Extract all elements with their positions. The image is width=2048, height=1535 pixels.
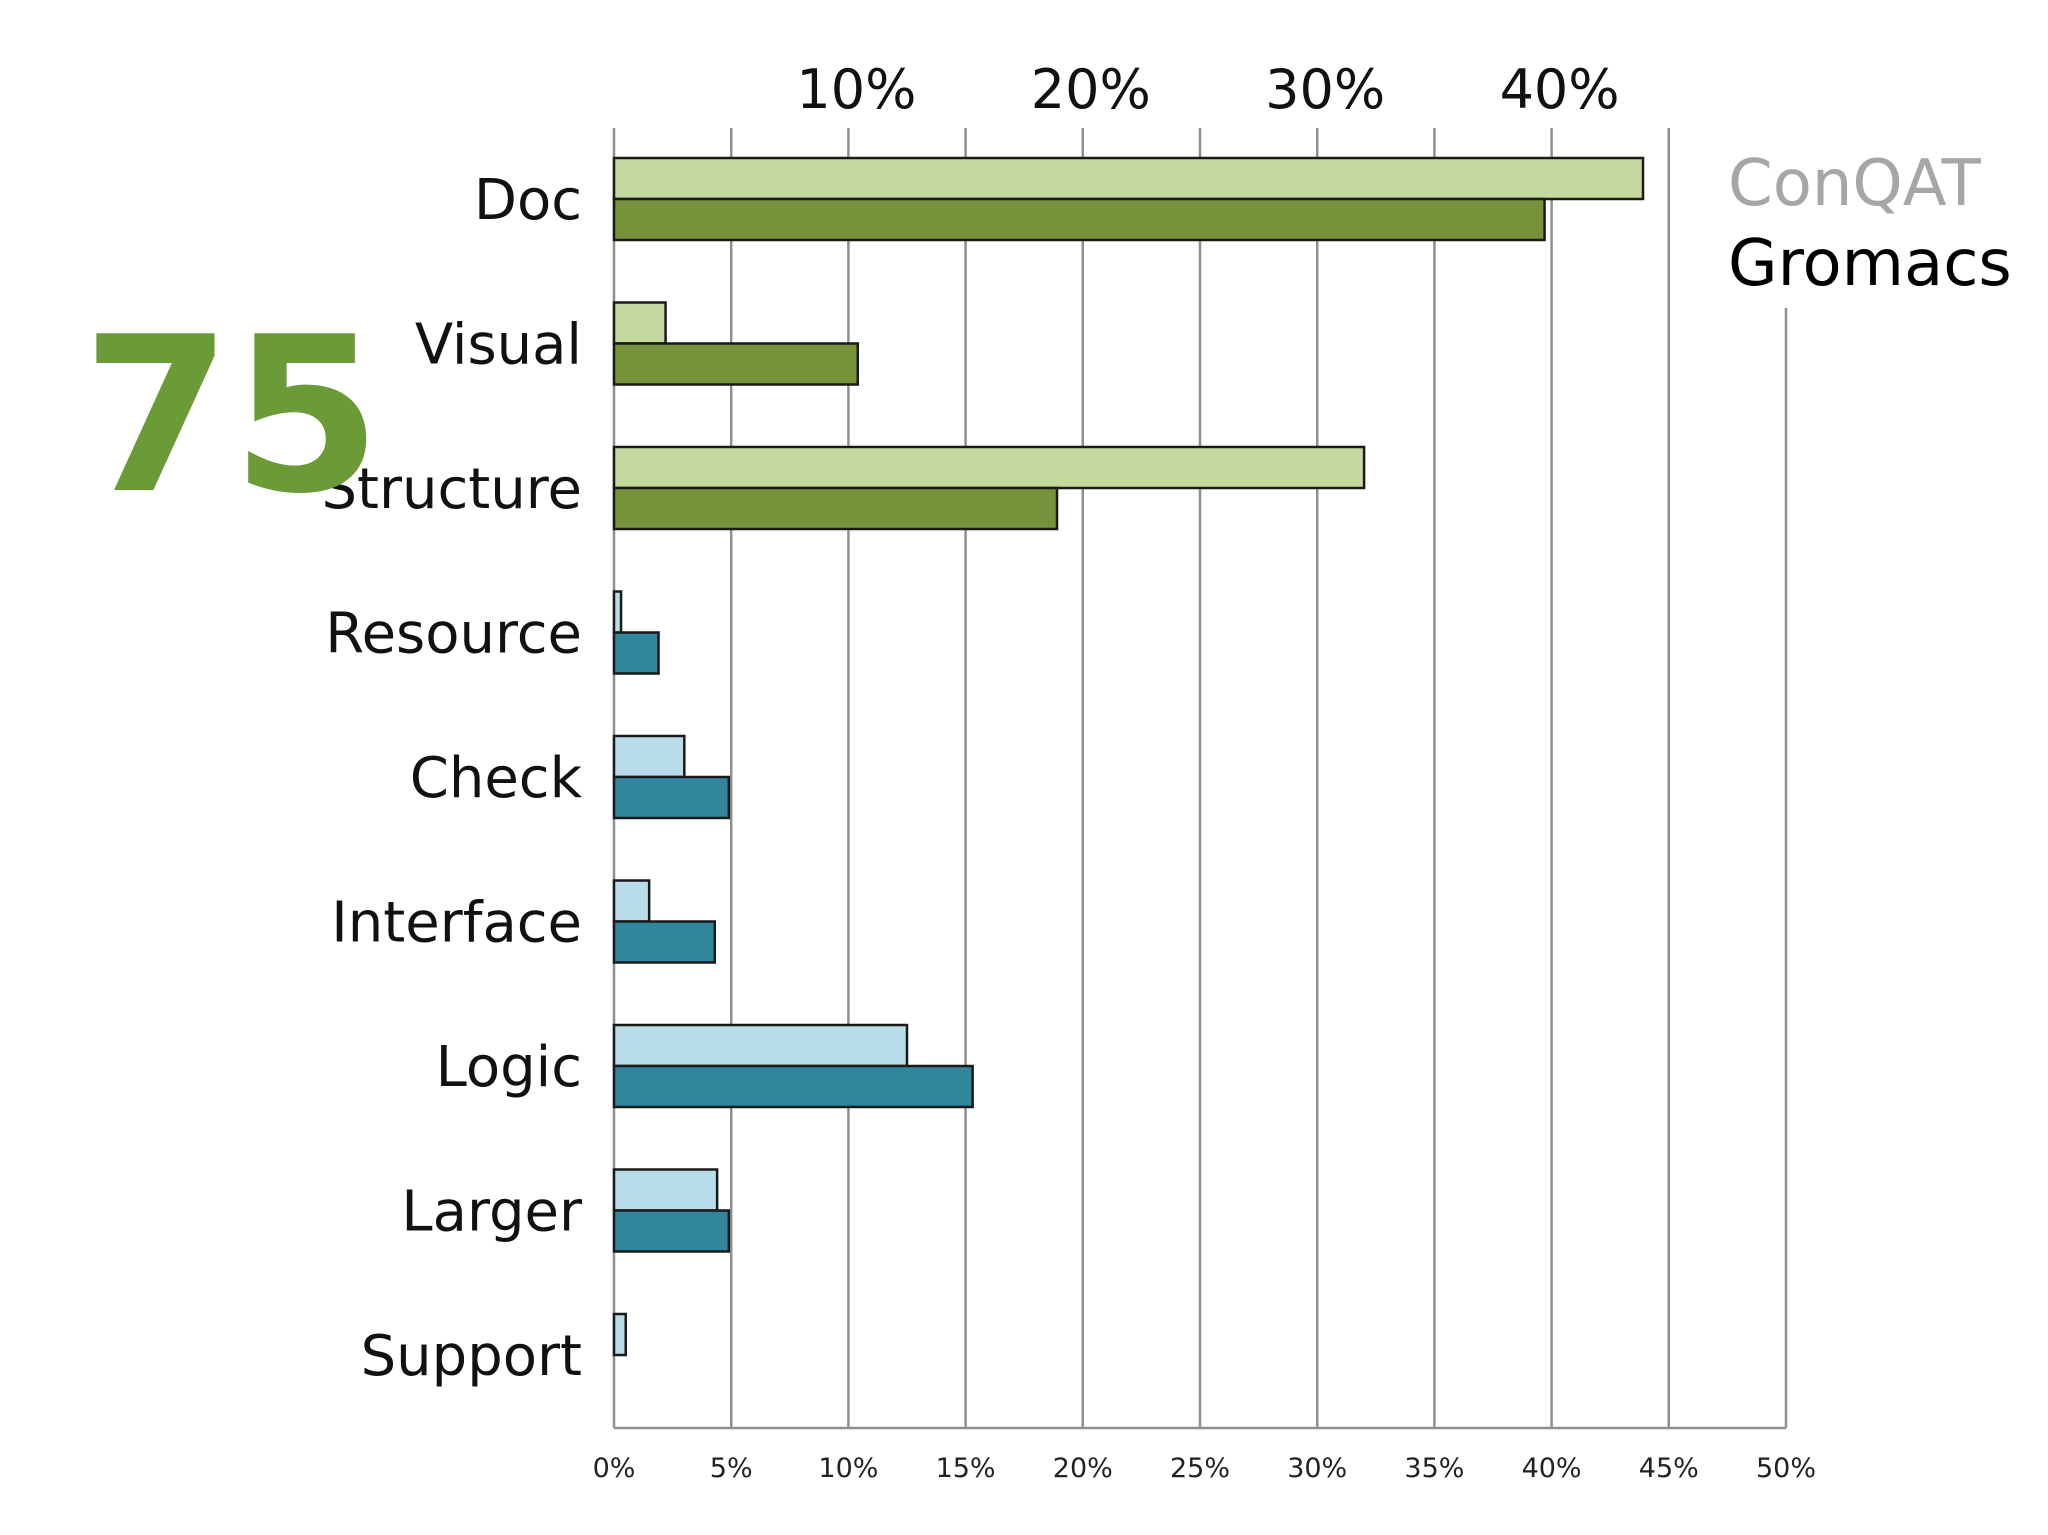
- category-label-visual: Visual: [415, 313, 582, 378]
- top-tick-label: 10%: [796, 58, 916, 121]
- bar-gromacs-interface: [612, 920, 717, 964]
- top-tick-label: 20%: [1031, 58, 1151, 121]
- bar-gromacs-larger: [612, 1209, 731, 1253]
- bottom-tick-label: 5%: [710, 1453, 753, 1484]
- category-label-check: Check: [410, 746, 583, 811]
- bottom-tick-label: 0%: [593, 1453, 636, 1484]
- bottom-tick-label: 50%: [1756, 1453, 1816, 1484]
- category-label-larger: Larger: [401, 1180, 583, 1245]
- big-number-badge: 75: [82, 290, 381, 541]
- category-label-interface: Interface: [331, 891, 582, 956]
- category-label-structure: Structure: [321, 457, 582, 522]
- bar-conqat-larger: [612, 1168, 719, 1212]
- bottom-tick-label: 45%: [1639, 1453, 1699, 1484]
- top-tick-label: 30%: [1265, 58, 1385, 121]
- gridlines: [612, 128, 1788, 1428]
- top-tick-label: 40%: [1500, 58, 1620, 121]
- bar-conqat-resource: [612, 590, 623, 634]
- bars: [612, 156, 1645, 1357]
- bar-gromacs-resource: [612, 631, 660, 675]
- legend-gromacs: Gromacs: [1728, 227, 2012, 301]
- bar-conqat-support: [612, 1312, 627, 1357]
- bar-gromacs-logic: [612, 1064, 974, 1109]
- bottom-tick-label: 15%: [936, 1453, 996, 1484]
- legend-conqat: ConQAT: [1728, 147, 1982, 221]
- bar-gromacs-structure: [612, 486, 1059, 531]
- bottom-tick-label: 20%: [1053, 1453, 1113, 1484]
- bottom-tick-label: 35%: [1404, 1453, 1464, 1484]
- category-label-doc: Doc: [474, 168, 582, 233]
- bar-conqat-logic: [612, 1023, 909, 1068]
- bottom-tick-label: 10%: [818, 1453, 878, 1484]
- bar-conqat-structure: [612, 445, 1366, 490]
- bottom-tick-label: 40%: [1522, 1453, 1582, 1484]
- bar-gromacs-visual: [612, 342, 860, 386]
- category-label-support: Support: [361, 1324, 582, 1389]
- category-label-logic: Logic: [436, 1035, 582, 1100]
- bar-conqat-visual: [612, 301, 667, 345]
- bar-gromacs-check: [612, 775, 731, 820]
- bottom-tick-label: 30%: [1287, 1453, 1347, 1484]
- bottom-tick-label: 25%: [1170, 1453, 1230, 1484]
- category-label-resource: Resource: [325, 602, 582, 667]
- bar-conqat-doc: [612, 156, 1645, 201]
- bar-conqat-check: [612, 734, 686, 779]
- bar-conqat-interface: [612, 879, 651, 923]
- bar-gromacs-doc: [612, 197, 1546, 242]
- bottom-axis-ticks: 0% 5% 10% 15% 20% 25% 30% 35% 40% 45% 50%: [593, 1453, 1816, 1484]
- top-axis-ticks: 10% 20% 30% 40%: [796, 58, 1619, 121]
- category-labels: Doc Visual Structure Resource Check Interface…: [321, 168, 582, 1389]
